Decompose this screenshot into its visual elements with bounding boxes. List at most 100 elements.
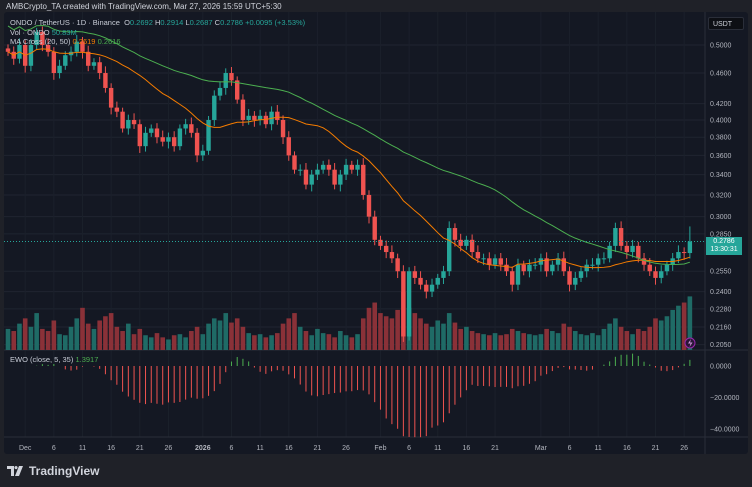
volume-bar [561, 323, 567, 350]
time-tick-label: 11 [256, 445, 263, 452]
volume-bar [687, 296, 693, 350]
candle-body [544, 258, 549, 272]
ewo-legend[interactable]: EWO (close, 5, 35) 1.3917 [10, 355, 99, 364]
candle-body [298, 169, 303, 171]
candle-body [378, 239, 383, 246]
volume-bar [189, 331, 194, 350]
time-tick-label: 2026 [195, 445, 211, 452]
volume-bar [572, 331, 578, 350]
candle-body [504, 264, 509, 272]
candle-body [447, 228, 452, 272]
candle-body [653, 271, 658, 278]
ma-slow-value: 0.2616 [97, 37, 121, 46]
volume-bar [5, 328, 11, 350]
candle-body [149, 128, 154, 133]
candle-body [441, 271, 446, 278]
price-tick-label: 0.2280 [710, 306, 732, 313]
candle-body [389, 252, 395, 259]
close-value: 0.2786 [220, 18, 244, 27]
volume-bar [206, 323, 211, 350]
volume-bar [217, 320, 223, 350]
volume-bar [143, 335, 148, 350]
ma-cross-legend[interactable]: MA Cross (20, 50) 0.2619 0.2616 [10, 37, 121, 46]
volume-bar [527, 334, 532, 350]
volume-bar [229, 322, 234, 350]
candle-body [275, 111, 280, 120]
volume-bar [97, 320, 102, 350]
volume-bar [22, 318, 28, 350]
price-tick-label: 0.3200 [710, 192, 732, 199]
candle-body [126, 119, 131, 129]
volume-bar [641, 331, 647, 350]
price-tick-label: 0.4000 [710, 117, 732, 124]
candle-body [194, 132, 200, 156]
ewo-tick-label: 0.0000 [710, 364, 732, 371]
currency-selector[interactable]: USDT [708, 17, 744, 30]
volume-bar [653, 318, 658, 350]
volume-bar [504, 334, 509, 350]
volume-bar [160, 337, 166, 350]
candle-body [292, 155, 297, 170]
volume-bar [166, 339, 171, 350]
time-tick-label: 11 [434, 445, 441, 452]
volume-bar [252, 335, 257, 350]
volume-bar [223, 313, 229, 350]
volume-bar [51, 320, 57, 350]
lightning-icon [688, 339, 693, 347]
volume-bar [320, 333, 326, 350]
tradingview-logo[interactable]: TradingView [7, 464, 99, 478]
candle-body [573, 277, 578, 285]
candle-body [212, 95, 217, 120]
volume-bar [515, 331, 521, 350]
volume-bar [475, 333, 481, 350]
candle-body [257, 115, 263, 120]
ma-fast-value: 0.2619 [72, 37, 96, 46]
candle-body [97, 62, 102, 74]
volume-bar [607, 323, 612, 350]
volume-bar [452, 322, 458, 350]
price-tick-label: 0.3400 [710, 172, 732, 179]
time-tick-label: 6 [52, 445, 56, 452]
candle-body [326, 164, 332, 170]
ma-fast-line [7, 48, 691, 269]
open-value: 0.2692 [129, 18, 153, 27]
candle-body [555, 258, 561, 265]
candle-body [51, 51, 57, 74]
volume-bar [28, 326, 34, 350]
candle-body [469, 239, 475, 253]
volume-legend[interactable]: Vol · ONDO 50.83M [10, 28, 77, 37]
time-tick-label: 16 [463, 445, 471, 452]
candle-body [664, 264, 670, 272]
price-tick-label: 0.2160 [710, 325, 732, 332]
candle-body [498, 258, 503, 265]
symbol-legend[interactable]: ONDO / TetherUS · 1D · Binance O0.2692 H… [10, 18, 306, 27]
candle-body [229, 73, 234, 81]
candle-body [189, 124, 194, 133]
volume-bar [487, 335, 492, 350]
volume-bar [315, 328, 320, 350]
volume-bar [11, 331, 17, 350]
candle-body [492, 258, 498, 265]
candle-body [567, 271, 572, 285]
volume-bar [269, 335, 274, 350]
volume-bar [240, 326, 246, 350]
volume-bar [423, 323, 429, 350]
volume-bar [154, 333, 160, 350]
ewo-tick-label: −20.0000 [710, 395, 739, 402]
volume-bar [550, 331, 555, 350]
volume-bar [435, 320, 441, 350]
volume-bar [395, 309, 400, 350]
candle-body [452, 228, 458, 240]
volume-bar [309, 335, 314, 350]
volume-bar [63, 335, 68, 350]
candle-body [641, 258, 647, 265]
candle-body [137, 124, 142, 147]
candle-body [383, 245, 389, 253]
volume-bar [498, 335, 504, 350]
candle-body [406, 271, 412, 337]
volume-bar [418, 318, 423, 350]
time-tick-label: 6 [230, 445, 234, 452]
candle-body [590, 264, 595, 266]
volume-bar [676, 305, 681, 350]
